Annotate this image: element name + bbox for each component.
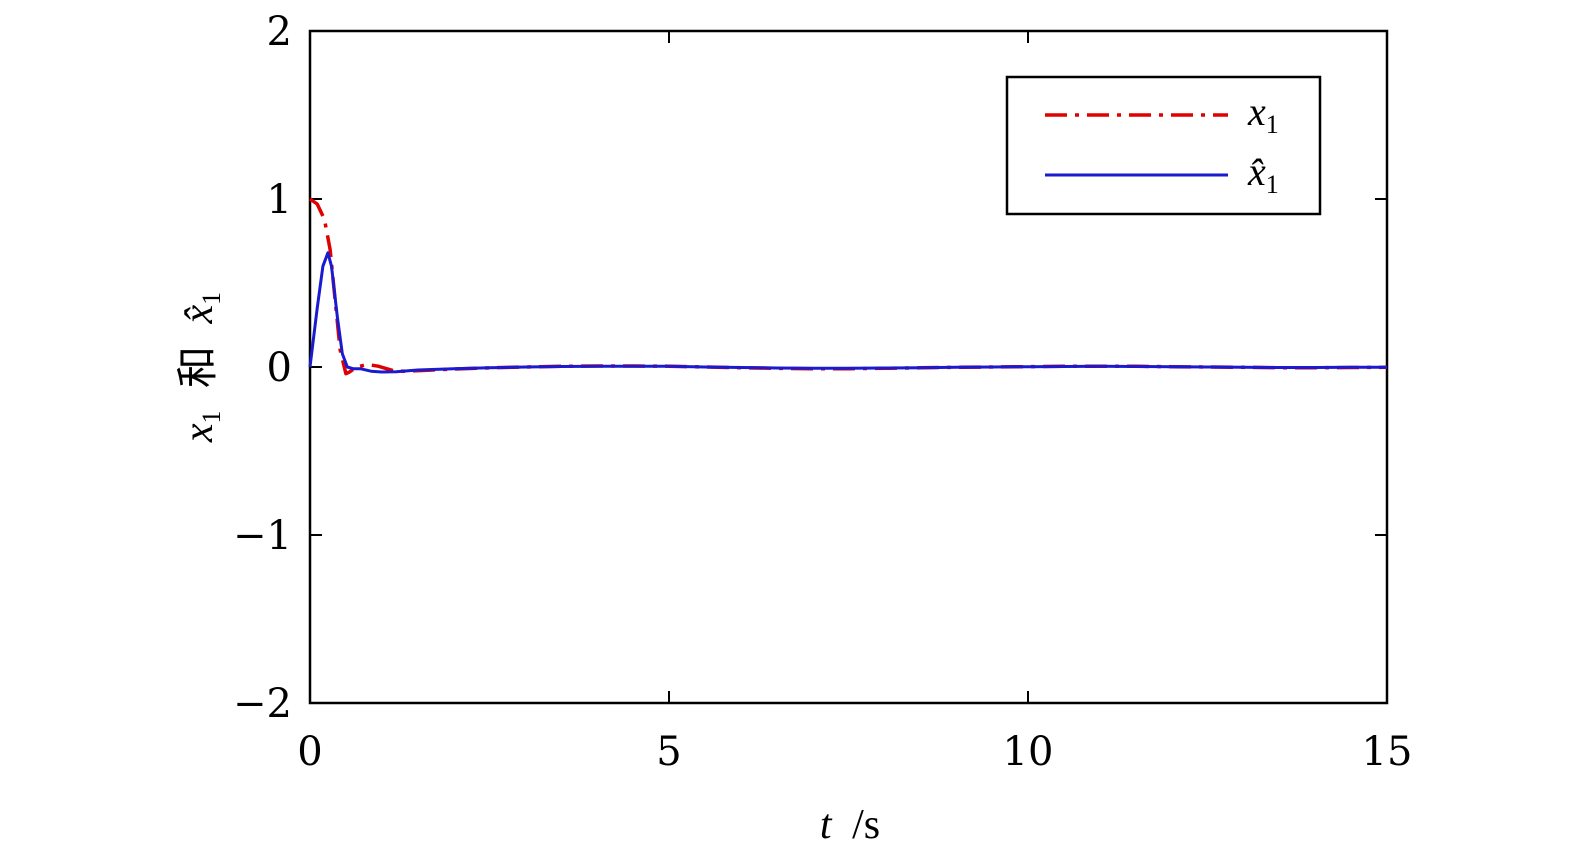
y-tick-labels: −2 −1 0 1 2 [233, 9, 292, 727]
legend-label-x1-sub: 1 [1266, 110, 1279, 139]
y-axis-conjunction: 和 [173, 346, 222, 388]
plot-area [308, 29, 1389, 705]
y-axis-var2-sub: 1 [197, 292, 226, 305]
legend-label-x1-hat-base: x̂ [1247, 149, 1266, 194]
y-tick-label: 0 [267, 345, 292, 391]
y-tick-label: −2 [233, 681, 292, 727]
y-axis-var1: x [176, 423, 222, 443]
y-axis-title: x1 和 x̂1 [173, 292, 230, 443]
x-tick-label: 15 [1362, 729, 1413, 775]
legend-label-x1-base: x [1247, 89, 1266, 134]
y-tick-label: −1 [233, 513, 292, 559]
y-axis-var2: x̂ [176, 304, 222, 324]
x-axis-title: t /s [820, 802, 880, 848]
y-tick-label: 2 [267, 9, 292, 55]
x-axis-variable: t [820, 802, 833, 848]
legend-box [1005, 75, 1322, 216]
legend-label-x1-hat-sub: 1 [1266, 170, 1279, 199]
x-tick-label: 0 [297, 729, 322, 775]
legend-label-x1: x1 [1247, 89, 1279, 139]
legend: x1 x̂1 [1005, 75, 1322, 216]
x-axis-unit: /s [852, 802, 880, 848]
x-tick-label: 10 [1003, 729, 1054, 775]
y-axis-var1-sub: 1 [197, 411, 226, 424]
series-layer [308, 197, 1388, 376]
x-tick-labels: 0 5 10 15 [297, 729, 1412, 775]
y-tick-label: 1 [267, 177, 292, 223]
axis-ticks [309, 30, 1388, 704]
series-line-x1-hat [308, 251, 1388, 374]
legend-label-x1-hat: x̂1 [1247, 149, 1279, 199]
x-tick-label: 5 [656, 729, 681, 775]
series-line-x1 [309, 197, 1388, 376]
